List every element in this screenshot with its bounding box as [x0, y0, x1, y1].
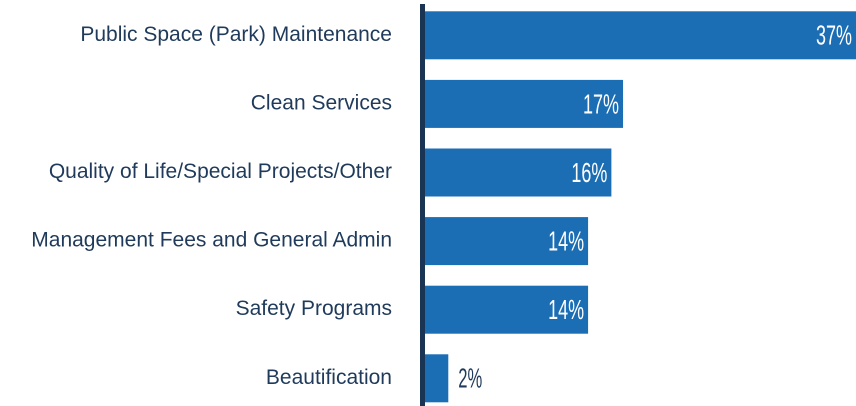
bar: [425, 148, 612, 197]
bar: [425, 285, 589, 334]
value-label: 37%: [816, 20, 852, 51]
category-label: Management Fees and General Admin: [31, 229, 392, 252]
bar: [425, 217, 589, 266]
category-label: Clean Services: [251, 91, 392, 114]
bar: [425, 11, 856, 60]
category-label: Public Space (Park) Maintenance: [80, 23, 392, 46]
value-label: 14%: [548, 225, 584, 256]
value-label: 16%: [571, 157, 607, 188]
axis-line: [420, 4, 425, 406]
category-label: Beautification: [266, 366, 392, 389]
value-label: 2%: [458, 363, 482, 394]
value-label: 14%: [548, 294, 584, 325]
category-label: Safety Programs: [236, 297, 392, 320]
bar: [425, 354, 449, 403]
category-label: Quality of Life/Special Projects/Other: [49, 160, 392, 183]
bar: [425, 79, 624, 128]
value-label: 17%: [583, 88, 619, 119]
